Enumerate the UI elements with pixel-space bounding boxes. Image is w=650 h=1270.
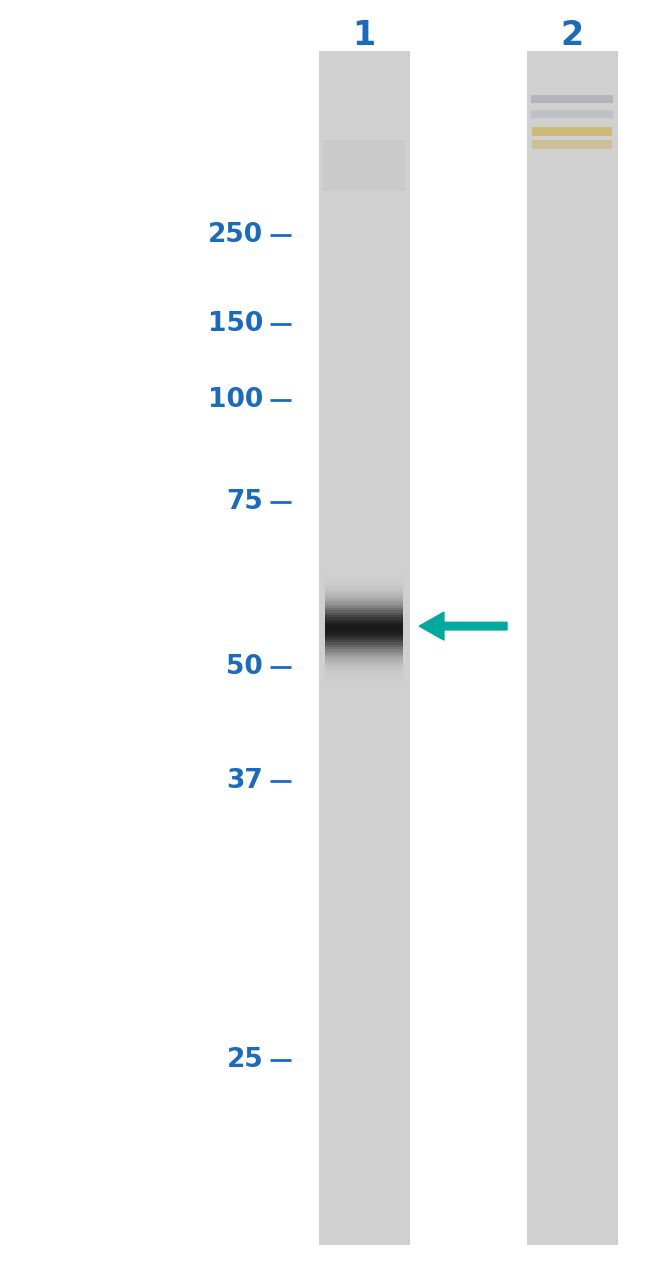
Bar xyxy=(326,679,403,681)
Bar xyxy=(326,665,403,668)
Bar xyxy=(326,594,403,597)
Text: 150: 150 xyxy=(208,311,263,337)
Bar xyxy=(326,681,403,683)
Bar xyxy=(326,611,403,612)
Bar xyxy=(326,645,403,646)
Bar xyxy=(326,668,403,669)
Bar xyxy=(318,51,410,1245)
Bar xyxy=(326,606,403,608)
Bar xyxy=(326,572,403,574)
Bar xyxy=(326,578,403,580)
Bar xyxy=(326,624,403,626)
Bar xyxy=(326,635,403,638)
Bar xyxy=(326,677,403,679)
Text: 37: 37 xyxy=(226,768,263,794)
Bar xyxy=(326,560,403,563)
Bar xyxy=(326,565,403,566)
Bar xyxy=(326,622,403,624)
Bar xyxy=(326,615,403,617)
Bar xyxy=(326,566,403,569)
Bar xyxy=(323,140,405,190)
Bar xyxy=(326,589,403,592)
Bar xyxy=(326,686,403,688)
Bar xyxy=(326,599,403,601)
Bar xyxy=(326,617,403,620)
Text: 1: 1 xyxy=(352,19,376,52)
Bar xyxy=(326,660,403,663)
Bar xyxy=(326,649,403,652)
Bar xyxy=(326,669,403,672)
Bar xyxy=(532,140,612,149)
Bar xyxy=(526,51,618,1245)
Text: 2: 2 xyxy=(560,19,584,52)
Bar xyxy=(326,691,403,692)
Text: 250: 250 xyxy=(208,222,263,248)
Bar xyxy=(531,95,613,103)
Bar xyxy=(532,127,612,136)
Bar xyxy=(326,608,403,611)
Bar xyxy=(531,110,613,118)
Bar xyxy=(326,583,403,585)
Bar xyxy=(326,643,403,645)
Bar xyxy=(326,640,403,643)
Bar xyxy=(326,674,403,677)
Bar xyxy=(326,654,403,657)
Bar xyxy=(326,574,403,577)
Bar xyxy=(326,638,403,640)
Bar xyxy=(326,577,403,578)
Bar xyxy=(326,663,403,665)
Bar xyxy=(326,620,403,622)
Bar xyxy=(326,612,403,615)
Bar xyxy=(326,634,403,635)
Bar xyxy=(326,658,403,660)
Bar xyxy=(326,683,403,686)
Bar xyxy=(326,629,403,631)
Bar xyxy=(326,657,403,658)
Text: 25: 25 xyxy=(226,1048,263,1073)
Bar xyxy=(326,688,403,691)
Bar xyxy=(326,695,403,697)
Bar xyxy=(326,569,403,572)
Bar xyxy=(326,631,403,634)
Bar xyxy=(326,588,403,589)
Bar xyxy=(326,692,403,695)
Bar xyxy=(326,601,403,603)
Text: 75: 75 xyxy=(226,489,263,514)
Bar xyxy=(326,646,403,649)
FancyArrow shape xyxy=(419,612,507,640)
Text: 100: 100 xyxy=(208,387,263,413)
Bar xyxy=(326,626,403,629)
Bar xyxy=(326,672,403,674)
Bar xyxy=(326,592,403,594)
Bar xyxy=(326,580,403,583)
Bar xyxy=(326,563,403,565)
Bar xyxy=(326,585,403,588)
Bar xyxy=(326,652,403,654)
Bar xyxy=(326,603,403,606)
Text: 50: 50 xyxy=(226,654,263,679)
Bar xyxy=(326,597,403,599)
